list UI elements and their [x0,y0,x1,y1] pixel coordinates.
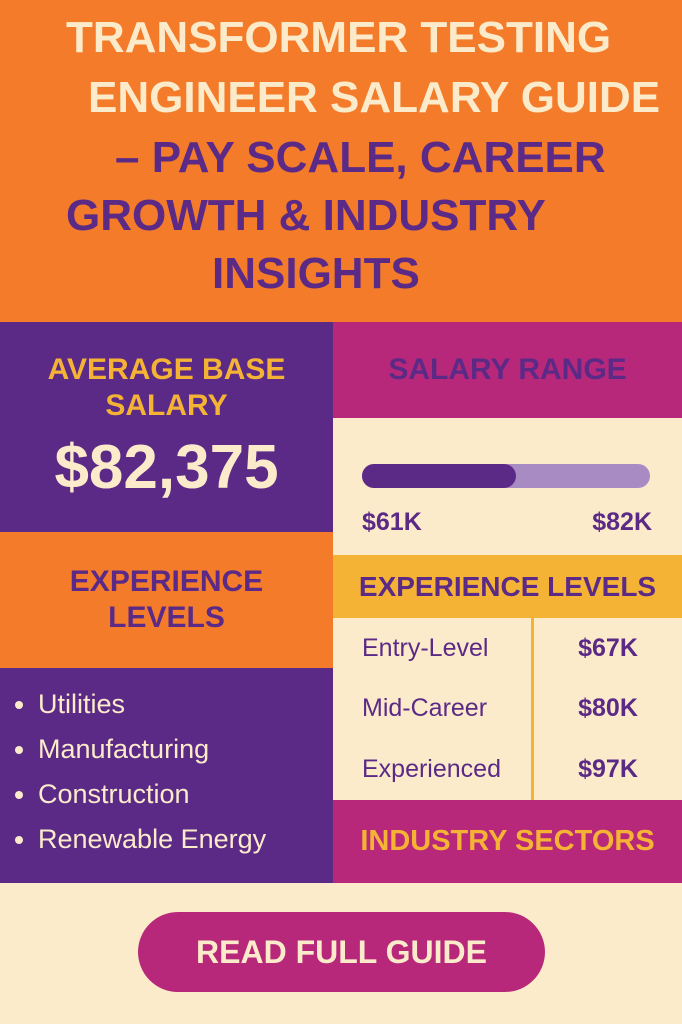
table-row: Mid-Career $80K [333,678,682,741]
industry-title: INDUSTRY SECTORS [360,825,655,857]
salary-range-title: SALARY RANGE [388,353,627,386]
table-cell: $80K [578,693,638,722]
industry-item: Manufacturing [38,727,333,772]
industry-item: Renewable Energy [38,817,333,862]
title-line: INSIGHTS [212,249,420,298]
experience-table-header: EXPERIENCE LEVELS [333,555,682,618]
table-cell: $67K [578,633,638,662]
experience-panel: EXPERIENCE LEVELS [0,532,333,668]
button-label: READ FULL GUIDE [196,933,487,970]
average-salary-panel: AVERAGE BASE SALARY $82,375 [0,322,333,532]
title-line: – PAY SCALE, CAREER [115,133,606,182]
header: TRANSFORMER TESTING ENGINEER SALARY GUID… [0,0,682,322]
industry-list-panel: Utilities Manufacturing Construction Ren… [0,668,333,883]
industry-list: Utilities Manufacturing Construction Ren… [0,682,333,862]
table-cell: Experienced [333,738,534,800]
salary-range-panel: $61K $82K [333,418,682,555]
industry-header: INDUSTRY SECTORS [333,800,682,883]
range-low: $61K [362,508,422,536]
title-line: GROWTH & INDUSTRY [66,191,546,240]
industry-item: Utilities [38,682,333,727]
industry-item: Construction [38,772,333,817]
experience-title: EXPERIENCE LEVELS [69,565,264,634]
range-fill [362,464,516,488]
average-salary-label: AVERAGE BASE SALARY [47,352,286,422]
range-high: $82K [592,508,652,536]
salary-range-header: SALARY RANGE [333,322,682,418]
experience-table-title: EXPERIENCE LEVELS [358,570,657,602]
title-line: TRANSFORMER TESTING [66,13,612,62]
table-cell: Mid-Career [333,678,534,738]
table-row: Entry-Level $67K [333,618,682,681]
read-guide-button[interactable]: READ FULL GUIDE [138,912,545,992]
table-row: Experienced $97K [333,738,682,800]
table-cell: $97K [578,754,638,783]
title-line: ENGINEER SALARY GUIDE [88,73,661,122]
table-cell: Entry-Level [333,618,534,678]
average-salary-value: $82,375 [54,432,279,502]
